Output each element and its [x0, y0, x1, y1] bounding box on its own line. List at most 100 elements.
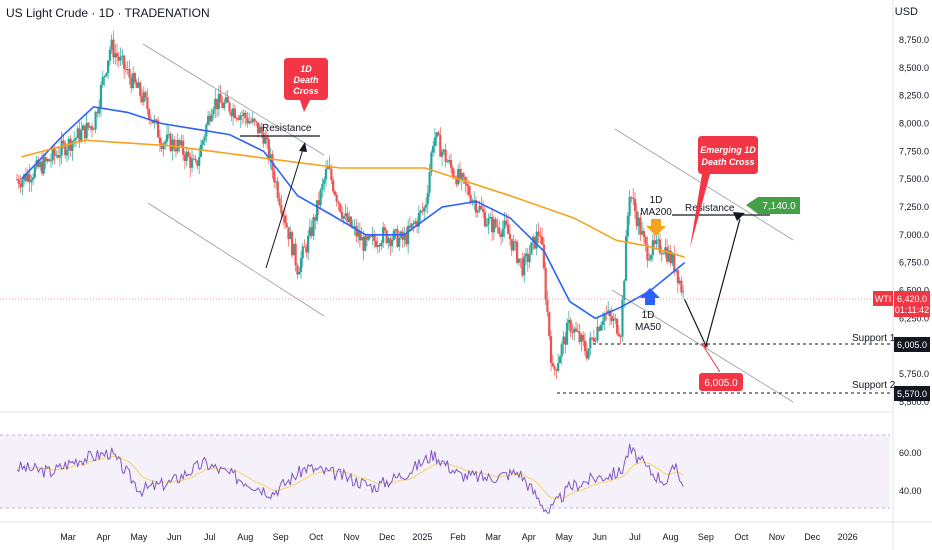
- candle-body: [217, 93, 220, 109]
- resistance-label-left: Resistance: [262, 123, 312, 134]
- x-tick-label: Sep: [698, 532, 714, 542]
- x-tick-label: Apr: [522, 532, 536, 542]
- badge-value: 6,420.0: [897, 294, 927, 304]
- candle-body: [242, 112, 245, 116]
- level-badge-support2: 5,570.0: [894, 386, 930, 401]
- candle-body: [99, 85, 103, 108]
- candle-body: [380, 242, 383, 247]
- candle-body: [658, 239, 662, 253]
- candle-body: [574, 328, 578, 331]
- candle-body: [624, 236, 628, 281]
- candles: [15, 30, 685, 380]
- candle-body: [232, 108, 235, 117]
- candle-body: [42, 157, 45, 174]
- candle-body: [101, 77, 104, 86]
- candle-body: [564, 336, 567, 345]
- y-tick-label: 6,250.0: [899, 313, 929, 323]
- candle-body: [655, 240, 658, 245]
- channel-line: [611, 289, 794, 403]
- ma50-label-line2: MA50: [635, 322, 662, 333]
- candle-body: [423, 207, 426, 212]
- candle-body: [344, 213, 347, 217]
- candle-body: [289, 232, 292, 240]
- candle-body: [123, 55, 126, 69]
- candle-body: [444, 149, 447, 162]
- candle-body: [346, 213, 349, 222]
- ma200-label-line1: 1D: [650, 195, 663, 206]
- candle-body: [487, 218, 490, 225]
- candle-body: [676, 270, 679, 284]
- candle-body: [131, 73, 135, 89]
- candle-body: [573, 328, 576, 333]
- candle-body: [185, 151, 188, 162]
- candle-body: [169, 134, 172, 151]
- candle-body: [449, 159, 453, 168]
- candle-body: [176, 139, 179, 152]
- candle-body: [499, 233, 503, 237]
- candle-body: [666, 247, 669, 262]
- candle-body: [519, 258, 522, 260]
- candle-body: [332, 180, 335, 192]
- candle-body: [505, 220, 508, 225]
- candle-body: [96, 111, 99, 114]
- candle-body: [157, 120, 160, 138]
- candle-body: [682, 291, 685, 293]
- candle-body: [39, 161, 42, 168]
- candle-body: [208, 115, 211, 122]
- time-axis: Mar Apr May Jun Jul Aug Sep Oct Nov Dec 2025 Feb Mar…: [60, 532, 857, 542]
- candle-body: [603, 313, 606, 322]
- resistance-label-right: Resistance: [685, 203, 735, 214]
- candle-body: [410, 223, 413, 228]
- candle-body: [414, 221, 417, 224]
- candle-body: [110, 39, 113, 50]
- candle-body: [58, 155, 61, 158]
- target-red-callout: 6,005.0: [699, 343, 743, 391]
- x-tick-label: Oct: [734, 532, 749, 542]
- candle-body: [635, 210, 638, 227]
- candle-body: [374, 240, 378, 247]
- candle-body: [30, 179, 33, 183]
- candle-body: [164, 141, 167, 144]
- level-badge-support1-text: 6,005.0: [897, 340, 927, 350]
- x-tick-label: Aug: [237, 532, 253, 542]
- candle-body: [664, 247, 667, 254]
- candle-body: [469, 194, 472, 203]
- candle-body: [189, 156, 192, 168]
- candle-body: [40, 161, 44, 174]
- candle-body: [401, 231, 404, 240]
- candle-body: [548, 312, 551, 337]
- candle-body: [557, 363, 560, 371]
- candle-body: [496, 226, 499, 228]
- candle-body: [83, 125, 86, 139]
- candle-body: [103, 75, 106, 78]
- candle-body: [121, 55, 124, 57]
- candle-body: [180, 140, 183, 146]
- left-rebound-line: [265, 145, 305, 269]
- candle-body: [415, 221, 419, 227]
- candle-body: [251, 118, 254, 123]
- candle-body: [569, 319, 572, 333]
- candle-body: [514, 241, 517, 243]
- candle-body: [365, 236, 369, 240]
- candle-body: [112, 39, 115, 58]
- candle-body: [253, 118, 256, 122]
- candle-body: [287, 227, 290, 240]
- support1-label: Support 1: [852, 333, 896, 344]
- candle-body: [646, 244, 649, 261]
- candle-body: [53, 148, 56, 156]
- candle-body: [203, 136, 206, 141]
- candle-body: [482, 208, 485, 213]
- candle-body: [305, 247, 308, 253]
- candle-body: [599, 325, 603, 331]
- candle-body: [314, 217, 317, 221]
- candle-body: [435, 132, 438, 138]
- death-cross-line2: Death: [293, 75, 319, 85]
- y-tick-label: 8,250.0: [899, 91, 929, 101]
- candle-body: [114, 53, 117, 58]
- candle-body: [549, 336, 553, 363]
- candle-body: [269, 154, 272, 161]
- candle-body: [508, 233, 512, 239]
- candle-body: [219, 93, 222, 103]
- candle-body: [535, 231, 538, 249]
